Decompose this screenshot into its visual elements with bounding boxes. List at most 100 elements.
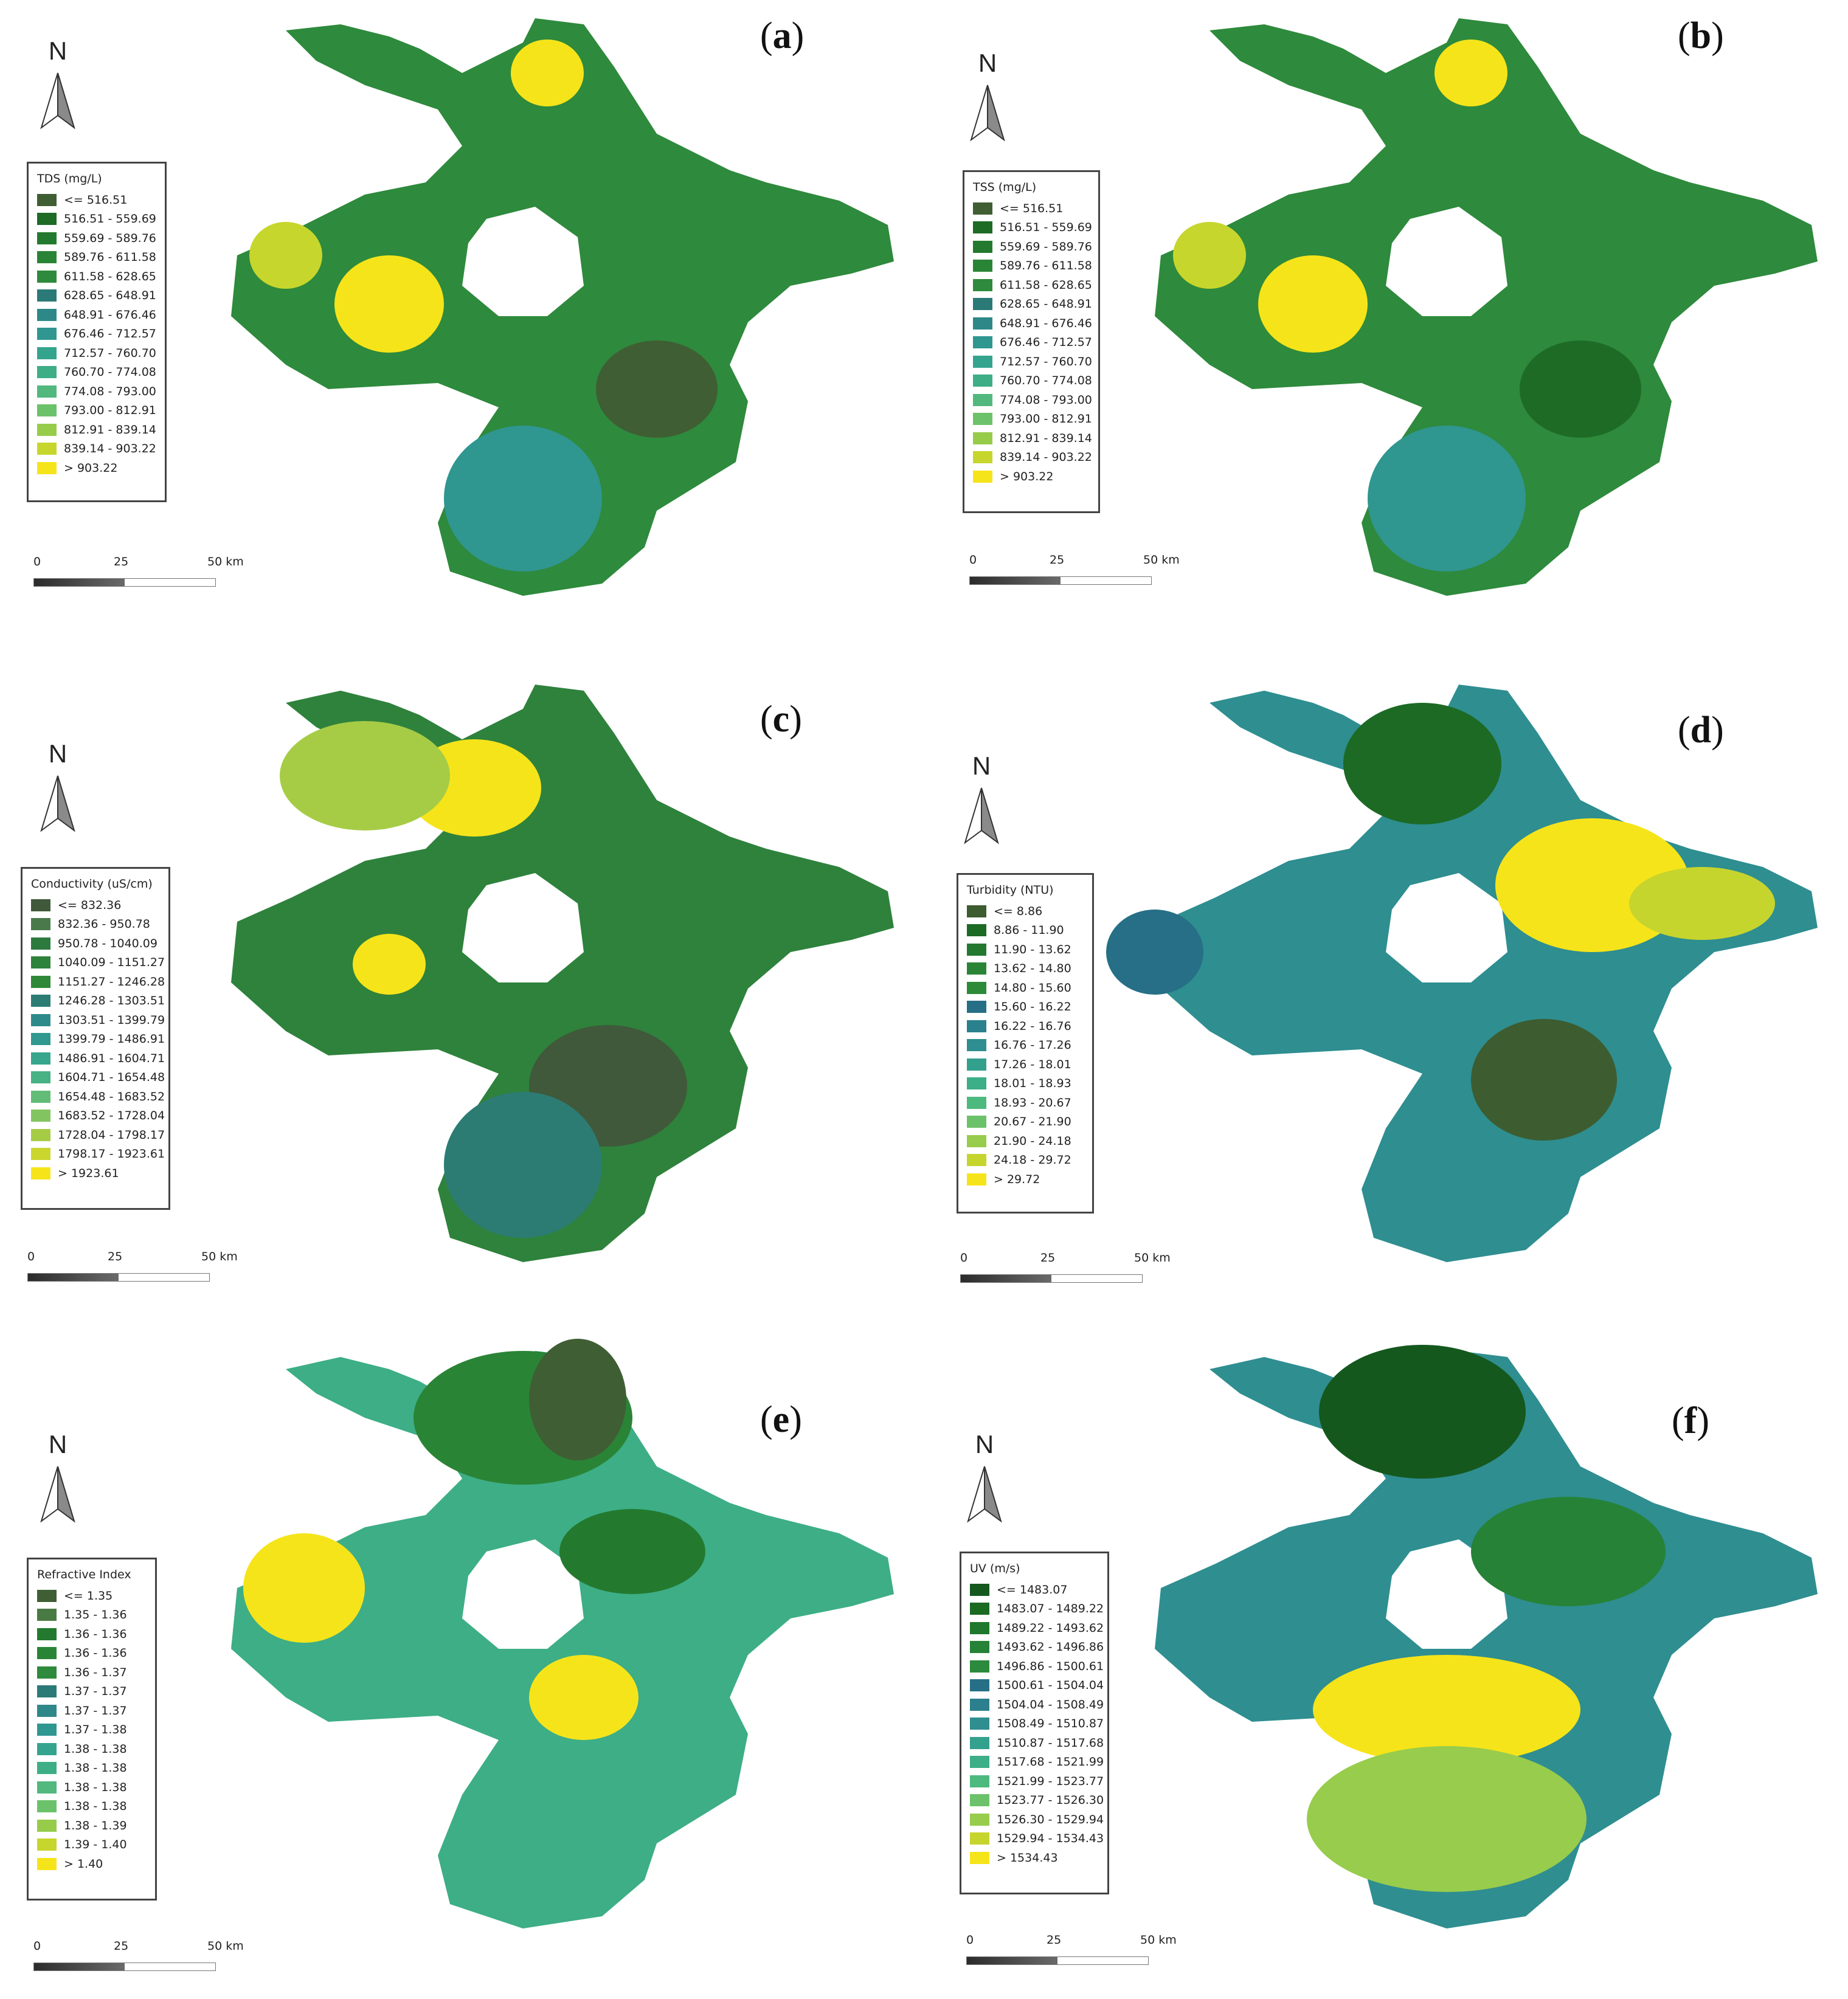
legend-label: 1798.17 - 1923.61 [58,1147,165,1161]
scale-bar: 0 25 50 km [966,1933,1177,1976]
legend-label: 589.76 - 611.58 [1000,259,1092,273]
legend-label: 1.38 - 1.38 [64,1761,127,1775]
scale-tick: 25 [108,1250,123,1263]
legend-swatch [37,443,57,455]
legend-item: 16.76 - 17.26 [967,1036,1082,1055]
legend-swatch [31,1052,50,1065]
legend-item: 1.37 - 1.38 [37,1721,145,1740]
legend-label: 1683.52 - 1728.04 [58,1109,165,1123]
legend-swatch [967,905,986,917]
legend-label: 1529.94 - 1534.43 [997,1832,1104,1846]
legend-item: 17.26 - 18.01 [967,1055,1082,1074]
map-zone [1106,910,1203,995]
legend-item: 1529.94 - 1534.43 [970,1829,1104,1849]
legend-swatch [37,232,57,244]
legend-swatch [31,1110,50,1122]
legend-swatch [970,1851,989,1864]
legend-item: > 1.40 [37,1854,145,1874]
legend-label: 18.93 - 20.67 [994,1096,1071,1110]
legend-swatch [973,432,992,444]
legend-swatch [970,1736,989,1749]
legend-swatch [967,1096,986,1109]
legend-item: 559.69 - 589.76 [973,237,1092,257]
legend-label: > 1.40 [64,1857,103,1871]
map-zone [444,1092,602,1238]
legend-label: 1151.27 - 1246.28 [58,975,165,989]
legend-item: 1604.71 - 1654.48 [31,1068,165,1088]
legend-label: 1489.22 - 1493.62 [997,1621,1104,1635]
legend-label: 760.70 - 774.08 [64,365,156,379]
legend-item: 559.69 - 589.76 [37,229,156,248]
legend-label: 8.86 - 11.90 [994,924,1064,937]
legend-label: <= 832.36 [58,898,122,912]
legend-swatch [37,308,57,321]
legend-swatch [973,413,992,426]
panel-b: (b) N TSS (mg/L) <= 516.51 516.51 - 559.6… [924,0,1847,666]
legend: Turbidity (NTU) <= 8.86 8.86 - 11.90 11.90… [957,873,1094,1214]
legend-swatch [37,461,57,474]
legend-swatch [970,1621,989,1634]
scale-bar: 0 25 50 km [27,1250,238,1293]
map-hotspot [1434,40,1507,106]
scale-tick: 50 km [207,555,244,568]
panel-f: (f) N UV (m/s) <= 1483.07 1483.07 - 1489.… [924,1333,1847,1999]
legend-swatch [37,366,57,379]
legend-item: 1728.04 - 1798.17 [31,1125,165,1145]
legend-item: 11.90 - 13.62 [967,940,1082,959]
legend-swatch [973,336,992,349]
legend-swatch [31,1071,50,1084]
map-zone [596,340,718,438]
legend-swatch [967,1058,986,1071]
legend-item: 14.80 - 15.60 [967,978,1082,998]
legend-item: 1.38 - 1.38 [37,1759,145,1778]
legend-label: 1526.30 - 1529.94 [997,1812,1104,1826]
map-background [1155,685,1818,1262]
scale-bar: 0 25 50 km [969,553,1180,596]
legend-item: 1.39 - 1.40 [37,1835,145,1855]
legend: Conductivity (uS/cm) <= 832.36 832.36 - 9… [21,867,170,1210]
map-hotspot [334,255,444,353]
legend-item: <= 516.51 [37,190,155,210]
legend-label: 17.26 - 18.01 [994,1057,1071,1071]
map-hotspot [1258,255,1368,353]
legend-swatch [970,1583,989,1596]
legend-label: 774.08 - 793.00 [64,384,156,398]
legend-label: 1521.99 - 1523.77 [997,1774,1104,1788]
legend-label: 1493.62 - 1496.86 [997,1640,1104,1654]
legend-label: 1040.09 - 1151.27 [58,956,165,970]
legend-label: > 1534.43 [997,1851,1058,1865]
legend-label: 18.01 - 18.93 [994,1077,1071,1091]
legend-swatch [967,924,986,937]
legend-swatch [37,1609,57,1621]
legend-label: 1510.87 - 1517.68 [997,1736,1104,1750]
legend-label: 14.80 - 15.60 [994,981,1071,995]
legend-item: 1.38 - 1.38 [37,1778,145,1797]
legend-swatch [967,981,986,994]
legend-item: 1.38 - 1.38 [37,1797,145,1817]
legend-swatch [37,213,57,226]
legend-label: 1.36 - 1.36 [64,1627,127,1641]
scale-graphic [27,1273,210,1282]
legend-swatch [37,1781,57,1794]
legend-label: 676.46 - 712.57 [64,327,156,341]
map-hole [1386,873,1507,982]
legend-swatch [967,1020,986,1032]
map-hotspot [249,222,322,289]
legend-label: 1.37 - 1.38 [64,1723,127,1737]
legend-item: 516.51 - 559.69 [37,210,156,229]
legend-swatch [31,956,50,969]
north-letter: N [48,36,67,65]
legend-swatch [970,1679,989,1692]
legend-item: 1683.52 - 1728.04 [31,1107,165,1126]
legend-swatch [970,1660,989,1673]
map-hotspot [511,40,584,106]
legend-swatch [37,1589,57,1602]
legend-swatch [967,1039,986,1052]
map-e [231,1339,894,1928]
legend-item: 1.36 - 1.37 [37,1663,145,1682]
scale-graphic [33,578,216,587]
legend-label: 950.78 - 1040.09 [58,936,157,950]
legend-label: > 29.72 [994,1172,1040,1186]
legend-item: 648.91 - 676.46 [973,314,1092,333]
legend-item: 1.36 - 1.36 [37,1644,145,1663]
